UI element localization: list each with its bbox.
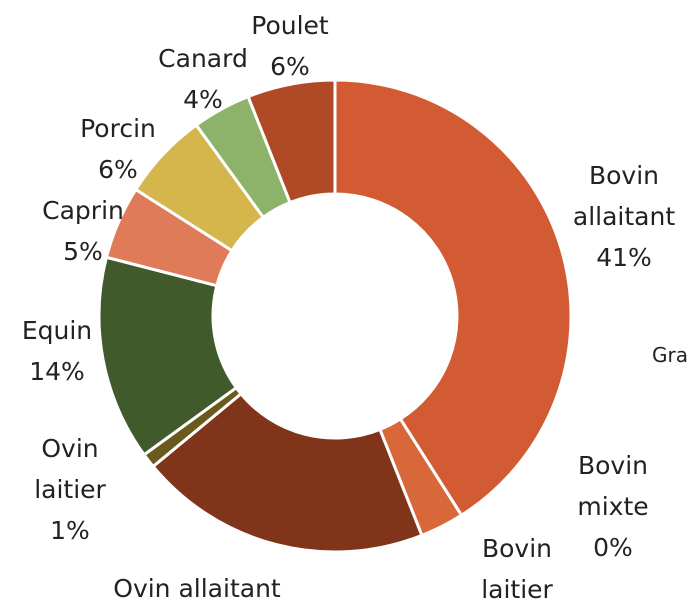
category-name: Ovin laitier — [34, 434, 106, 504]
category-name: Caprin — [42, 196, 124, 225]
slice-label: Bovin mixte 0% — [568, 445, 658, 568]
annotation: Gra — [652, 343, 688, 367]
value-label: 6% — [98, 155, 138, 184]
value-label: 5% — [63, 237, 103, 266]
slice-label: Ovin laitier 1% — [20, 428, 120, 551]
value-label: 14% — [29, 357, 85, 386]
category-name: Porcin — [80, 114, 156, 143]
slice-label: Ovin allaitant — [67, 568, 327, 609]
donut-slice — [333, 78, 573, 518]
value-label: 6% — [270, 52, 310, 81]
slice-label: Porcin 6% — [68, 108, 168, 190]
category-name: Bovin mixte — [577, 451, 649, 521]
slice-label: Bovin laitier — [467, 528, 567, 610]
value-label: 1% — [50, 516, 90, 545]
category-name: Bovin laitier — [481, 534, 553, 604]
value-label: 4% — [183, 85, 223, 114]
slice-label: Caprin 5% — [38, 190, 128, 272]
category-name: Canard — [158, 44, 248, 73]
category-name: Bovin allaitant — [572, 161, 676, 231]
slice-label: Bovin allaitant 41% — [557, 155, 692, 278]
category-name: Poulet — [251, 11, 329, 40]
slice-label: Canard 4% — [153, 38, 253, 120]
slice-label: Equin 14% — [12, 310, 102, 392]
category-name: Ovin allaitant — [113, 574, 281, 603]
slice-label: Poulet 6% — [240, 5, 340, 87]
category-name: Equin — [21, 316, 93, 345]
donut-slice — [151, 391, 424, 554]
donut-slice — [97, 255, 239, 457]
value-label: 0% — [593, 533, 633, 562]
donut-slice — [246, 78, 337, 205]
value-label: 41% — [596, 243, 652, 272]
